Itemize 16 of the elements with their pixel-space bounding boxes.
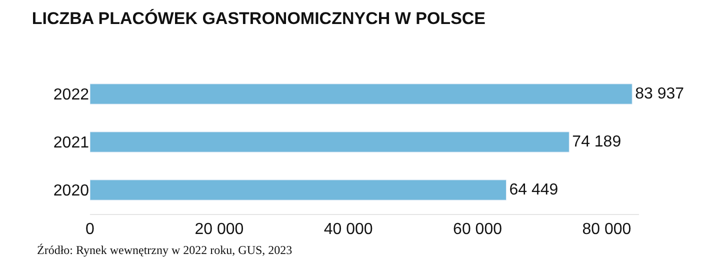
bar <box>90 132 570 152</box>
data-label: 74 189 <box>572 134 622 150</box>
x-tick-label: 20 000 <box>194 221 244 238</box>
x-tick-label: 60 000 <box>453 221 502 238</box>
x-tick-label: 40 000 <box>324 221 373 238</box>
x-tick-label: 0 <box>86 221 95 238</box>
bar <box>90 84 632 104</box>
chart-title: LICZBA PLACÓWEK GASTRONOMICZNYCH W POLSCE <box>32 8 486 28</box>
y-tick-label: 2020 <box>53 182 90 200</box>
bar <box>90 180 507 200</box>
y-tick-label: 2021 <box>53 134 90 152</box>
text: Źródło: Rynek wewnętrzny w 2022 roku, GUS, 2023 <box>37 243 292 257</box>
data-label: 64 449 <box>509 182 558 198</box>
y-tick-label: 2022 <box>53 86 90 104</box>
data-label: 83 937 <box>635 86 684 102</box>
x-tick-label: 80 000 <box>582 221 632 238</box>
